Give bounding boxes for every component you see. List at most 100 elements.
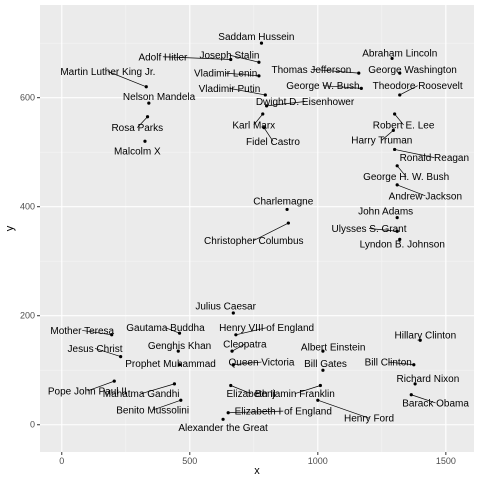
data-point	[112, 379, 116, 383]
data-point	[231, 363, 235, 367]
data-point	[143, 139, 147, 143]
point-label: Rosa Parks	[111, 123, 163, 134]
point-label: Albert Einstein	[301, 342, 365, 353]
label-connector	[368, 228, 398, 232]
label-connector	[228, 410, 284, 414]
point-label: Jesus Christ	[68, 344, 123, 355]
point-label: Vladimir Lenin	[194, 69, 257, 80]
data-point	[257, 74, 261, 78]
point-label: Julius Caesar	[195, 301, 256, 312]
point-label: Robert E. Lee	[373, 120, 435, 131]
label-connector	[229, 88, 266, 96]
x-tick-label: 0	[59, 456, 64, 466]
data-point	[359, 86, 363, 91]
data-point	[147, 101, 151, 105]
label-connector	[225, 72, 259, 77]
label-connector	[231, 343, 246, 352]
label-connector	[397, 184, 426, 197]
label-connector	[233, 361, 262, 366]
point-label: Bill Gates	[304, 359, 347, 370]
point-label: Harry Truman	[351, 136, 412, 147]
point-label: George H. W. Bush	[363, 172, 449, 183]
point-label: Ronald Reagan	[400, 153, 470, 164]
point-label: Bill Clinton	[365, 358, 412, 369]
point-label: Martin Luther King Jr.	[60, 67, 155, 78]
y-tick-label: 0	[30, 420, 35, 430]
point-label: Ulysses S. Grant	[332, 224, 407, 235]
data-point	[321, 368, 325, 372]
point-label: John Adams	[358, 207, 413, 218]
point-label: Prophet Muhammad	[125, 359, 216, 370]
point-label: Henry VIII of England	[219, 323, 314, 334]
data-point	[390, 56, 394, 61]
data-point	[398, 93, 402, 97]
label-connector	[107, 71, 147, 88]
data-point	[257, 60, 261, 64]
label-connector	[162, 56, 231, 60]
data-point	[395, 164, 399, 168]
y-axis-title: y	[4, 225, 16, 231]
data-point	[229, 57, 233, 62]
point-label: Saddam Hussein	[218, 32, 294, 43]
data-point	[395, 215, 399, 220]
label-connector	[253, 113, 264, 126]
point-label: Benjamin Franklin	[255, 389, 335, 400]
data-point	[176, 349, 180, 353]
data-point	[177, 363, 182, 367]
point-label: Genghis Khan	[148, 341, 211, 352]
point-label: Vladimir Putin	[199, 84, 261, 95]
data-point	[398, 237, 402, 242]
data-point	[119, 355, 123, 359]
data-point	[265, 104, 269, 108]
data-point	[261, 112, 265, 116]
label-connector	[94, 348, 121, 357]
point-label: Lyndon B. Johnson	[360, 239, 445, 250]
label-connector	[394, 149, 435, 158]
point-label: Queen Victoria	[228, 358, 294, 369]
point-labels: Saddam Hussein Adolf Hitler Joseph Stalin A…	[48, 32, 469, 434]
data-point	[418, 338, 422, 342]
data-point	[234, 333, 238, 337]
point-label: George W. Bush	[286, 81, 359, 92]
label-connector	[152, 399, 181, 411]
label-connector	[294, 385, 321, 395]
data-point	[393, 147, 397, 152]
label-connector	[399, 85, 418, 96]
label-connector	[381, 130, 394, 141]
point-label: Karl Marx	[232, 120, 275, 131]
point-label: Christopher Columbus	[204, 236, 304, 247]
label-connector	[87, 380, 115, 392]
label-connector	[317, 399, 370, 419]
label-connector	[388, 361, 414, 366]
data-point	[412, 363, 416, 367]
point-label: Hillary Clinton	[395, 330, 457, 341]
data-point	[398, 71, 402, 75]
label-connector	[253, 222, 289, 241]
point-label: Dwight D. Eisenhower	[256, 97, 355, 108]
data-point	[285, 207, 289, 212]
data-point	[144, 85, 148, 89]
point-label: Abraham Lincoln	[362, 48, 437, 59]
data-point	[395, 183, 399, 187]
y-tick-label: 200	[20, 311, 35, 321]
label-connector	[411, 394, 436, 404]
point-label: Cleopatra	[223, 340, 267, 351]
point-label: Richard Nixon	[397, 374, 460, 385]
x-tick-label: 1000	[308, 456, 328, 466]
label-connector	[266, 101, 306, 107]
point-label: Thomas Jefferson	[271, 65, 351, 76]
point-label: Joseph Stalin	[199, 51, 259, 62]
data-point	[262, 126, 266, 130]
point-label: Mahatma Gandhi	[103, 389, 180, 400]
data-point	[230, 349, 234, 353]
label-connector	[311, 68, 359, 74]
label-connectors	[82, 54, 436, 419]
data-point	[395, 229, 399, 233]
data-point	[179, 398, 183, 402]
label-connector	[229, 54, 260, 63]
data-point	[226, 411, 230, 415]
data-point	[172, 382, 177, 386]
data-point	[145, 115, 150, 119]
label-connector	[263, 127, 274, 142]
label-connector	[235, 327, 267, 336]
